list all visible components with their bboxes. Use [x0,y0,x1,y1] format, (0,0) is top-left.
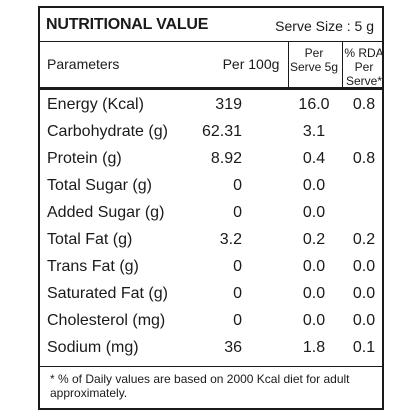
value-per-100g: 0 [233,312,242,329]
value-per-serve: 0.0 [302,177,326,194]
value-rda: 0.1 [352,339,376,356]
value-per-serve: 3.1 [302,123,326,140]
value-per-serve: 16.0 [298,96,330,113]
column-header-per-100g: Per 100g [222,56,280,72]
nutrition-label: NUTRITIONAL VALUE Serve Size : 5 g Param… [38,6,384,410]
nutrient-name: Energy (Kcal) [47,96,144,113]
value-rda: 0.0 [352,312,376,329]
table-row: Saturated Fat (g) 0 0.0 0.0 [40,282,382,309]
nutrient-name: Added Sugar (g) [47,204,165,221]
nutrient-name: Trans Fat (g) [47,258,139,275]
divider [40,366,382,367]
value-per-100g: 8.92 [210,150,242,167]
value-per-serve: 0.0 [302,258,326,275]
divider [40,41,382,42]
table-row: Added Sugar (g) 0 0.0 [40,201,382,228]
value-rda: 0.8 [352,96,376,113]
value-rda: 0.0 [352,258,376,275]
table-row: Sodium (mg) 36 1.8 0.1 [40,336,382,363]
nutrient-name: Carbohydrate (g) [47,123,168,140]
nutrient-name: Total Sugar (g) [47,177,152,194]
value-rda: 0.2 [352,231,376,248]
value-per-serve: 0.0 [302,285,326,302]
nutrient-name: Protein (g) [47,150,122,167]
column-header-per-serve: Per Serve 5g [289,46,339,74]
column-header-rda: % RDA Per Serve* [344,46,384,88]
value-per-serve: 0.2 [302,231,326,248]
nutrient-name: Sodium (mg) [47,339,139,356]
value-per-100g: 0 [233,204,242,221]
value-per-100g: 0 [233,258,242,275]
value-rda: 0.0 [352,285,376,302]
table-row: Energy (Kcal) 319 16.0 0.8 [40,93,382,120]
value-per-serve: 0.4 [302,150,326,167]
nutrient-name: Total Fat (g) [47,231,133,248]
table-row: Total Sugar (g) 0 0.0 [40,174,382,201]
nutrient-name: Saturated Fat (g) [47,285,168,302]
divider [40,87,382,90]
value-per-serve: 0.0 [302,204,326,221]
value-per-100g: 319 [215,96,242,113]
table-row: Carbohydrate (g) 62.31 3.1 [40,120,382,147]
value-per-100g: 62.31 [201,123,242,140]
value-per-100g: 0 [233,285,242,302]
value-rda: 0.8 [352,150,376,167]
value-per-serve: 0.0 [302,312,326,329]
value-per-100g: 3.2 [219,231,242,248]
table-row: Cholesterol (mg) 0 0.0 0.0 [40,309,382,336]
table-row: Total Fat (g) 3.2 0.2 0.2 [40,228,382,255]
value-per-100g: 0 [233,177,242,194]
value-per-serve: 1.8 [302,339,326,356]
table-row: Trans Fat (g) 0 0.0 0.0 [40,255,382,282]
label-title: NUTRITIONAL VALUE [46,16,209,33]
serve-size: Serve Size : 5 g [275,18,374,34]
value-per-100g: 36 [224,339,242,356]
column-divider [288,41,289,89]
footnote: * % of Daily values are based on 2000 Kc… [50,372,350,400]
column-divider [342,41,343,89]
column-header-parameters: Parameters [47,56,120,72]
table-row: Protein (g) 8.92 0.4 0.8 [40,147,382,174]
nutrient-name: Cholesterol (mg) [47,312,166,329]
